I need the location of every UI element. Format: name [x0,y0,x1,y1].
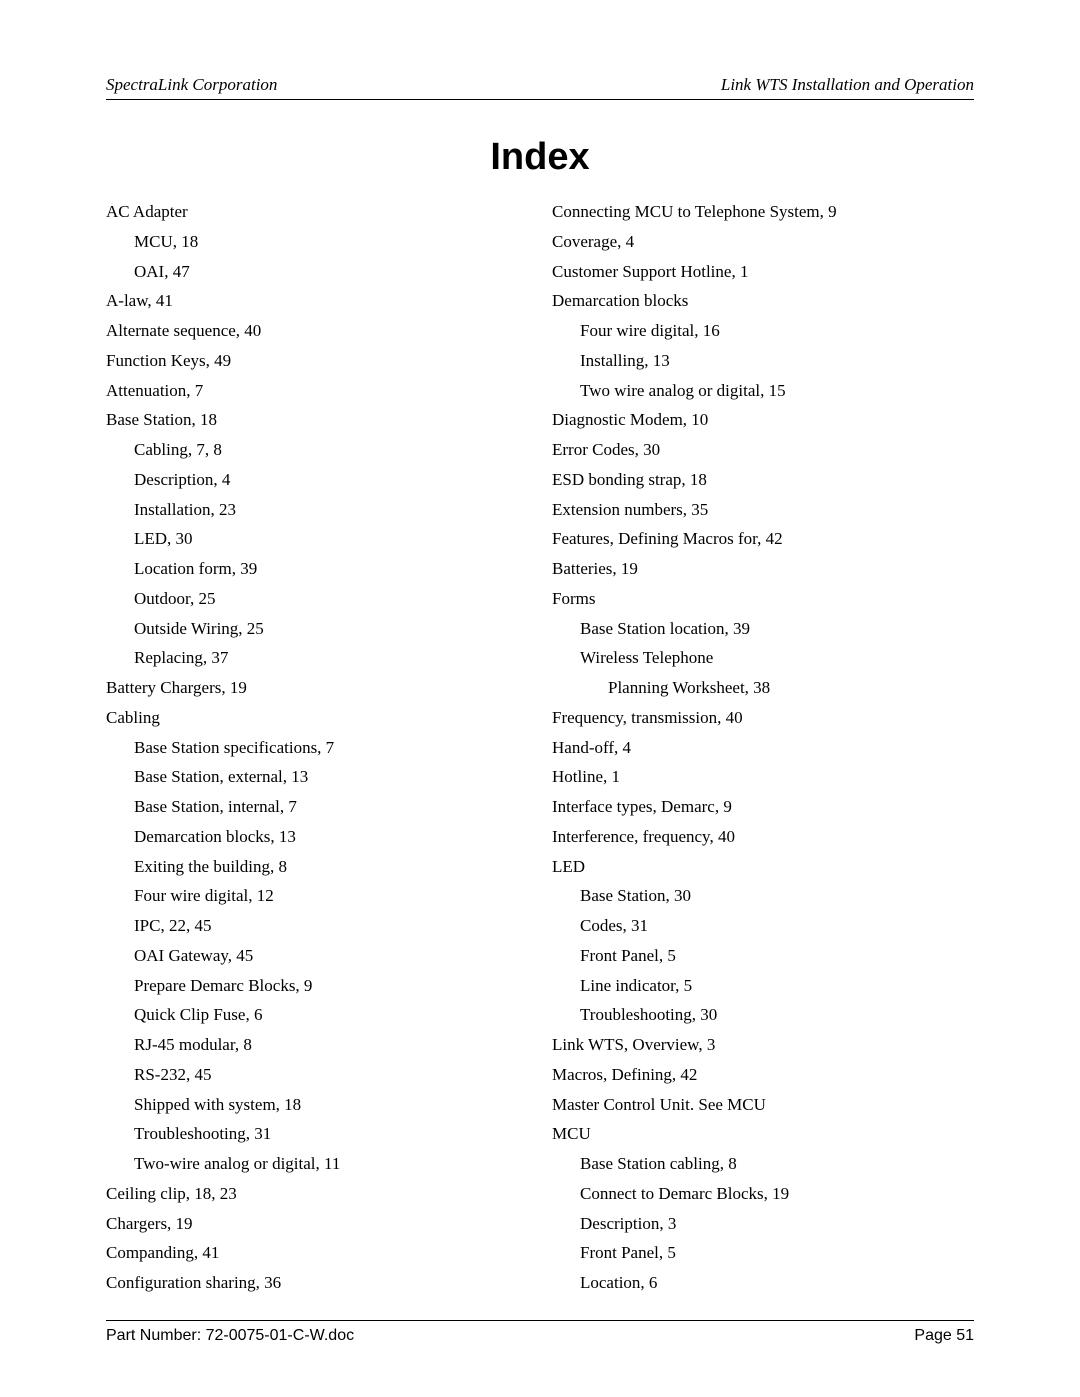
index-entry: Exiting the building, 8 [106,852,540,882]
footer-left: Part Number: 72-0075-01-C-W.doc [106,1327,354,1345]
index-entry: RS-232, 45 [106,1060,540,1090]
index-entry: Coverage, 4 [552,227,974,257]
index-entry: ESD bonding strap, 18 [552,465,974,495]
index-entry: Prepare Demarc Blocks, 9 [106,971,540,1001]
index-entry: Interference, frequency, 40 [552,822,974,852]
index-entry: Battery Chargers, 19 [106,673,540,703]
index-entry: Connect to Demarc Blocks, 19 [552,1179,974,1209]
index-entry: Two wire analog or digital, 15 [552,376,974,406]
footer-right: Page 51 [914,1327,974,1345]
index-entry: Codes, 31 [552,911,974,941]
index-entry: Wireless Telephone [552,643,974,673]
index-entry: Master Control Unit. See MCU [552,1090,974,1120]
index-entry: Base Station specifications, 7 [106,733,540,763]
index-entry: Connecting MCU to Telephone System, 9 [552,197,974,227]
index-entry: Troubleshooting, 30 [552,1000,974,1030]
index-entry: Cabling, 7, 8 [106,435,540,465]
index-entry: Outdoor, 25 [106,584,540,614]
index-entry: Description, 3 [552,1209,974,1239]
index-entry: Quick Clip Fuse, 6 [106,1000,540,1030]
index-entry: LED, 30 [106,524,540,554]
index-entry: Replacing, 37 [106,643,540,673]
index-entry: OAI, 47 [106,257,540,287]
index-entry: Location, 6 [552,1268,974,1298]
index-entry: Interface types, Demarc, 9 [552,792,974,822]
index-entry: Four wire digital, 16 [552,316,974,346]
page-footer: Part Number: 72-0075-01-C-W.doc Page 51 [106,1320,974,1345]
index-entry: Shipped with system, 18 [106,1090,540,1120]
index-entry: Location form, 39 [106,554,540,584]
index-entry: Companding, 41 [106,1238,540,1268]
index-entry: Front Panel, 5 [552,941,974,971]
index-column-2: Connecting MCU to Telephone System, 9Cov… [540,197,974,1298]
index-entry: MCU [552,1119,974,1149]
index-entry: Two-wire analog or digital, 11 [106,1149,540,1179]
index-entry: Features, Defining Macros for, 42 [552,524,974,554]
header-right: Link WTS Installation and Operation [721,75,974,95]
index-entry: Base Station, 18 [106,405,540,435]
index-column-1: AC AdapterMCU, 18OAI, 47A-law, 41Alterna… [106,197,540,1298]
index-entry: Macros, Defining, 42 [552,1060,974,1090]
index-entry: Troubleshooting, 31 [106,1119,540,1149]
index-entry: Installation, 23 [106,495,540,525]
index-entry: Extension numbers, 35 [552,495,974,525]
index-entry: Alternate sequence, 40 [106,316,540,346]
index-entry: MCU, 18 [106,227,540,257]
index-entry: Installing, 13 [552,346,974,376]
header-left: SpectraLink Corporation [106,75,277,95]
index-entry: Configuration sharing, 36 [106,1268,540,1298]
index-entry: Cabling [106,703,540,733]
index-entry: Customer Support Hotline, 1 [552,257,974,287]
index-entry: Planning Worksheet, 38 [552,673,974,703]
index-entry: Function Keys, 49 [106,346,540,376]
page-header: SpectraLink Corporation Link WTS Install… [106,75,974,100]
index-entry: Base Station location, 39 [552,614,974,644]
index-entry: LED [552,852,974,882]
index-entry: Batteries, 19 [552,554,974,584]
index-entry: Line indicator, 5 [552,971,974,1001]
index-entry: Link WTS, Overview, 3 [552,1030,974,1060]
index-entry: Ceiling clip, 18, 23 [106,1179,540,1209]
index-entry: Front Panel, 5 [552,1238,974,1268]
index-entry: Base Station, external, 13 [106,762,540,792]
index-entry: Forms [552,584,974,614]
index-entry: Hand-off, 4 [552,733,974,763]
index-entry: Outside Wiring, 25 [106,614,540,644]
index-entry: Base Station cabling, 8 [552,1149,974,1179]
index-entry: Chargers, 19 [106,1209,540,1239]
index-entry: AC Adapter [106,197,540,227]
index-entry: Frequency, transmission, 40 [552,703,974,733]
index-entry: RJ-45 modular, 8 [106,1030,540,1060]
index-entry: Demarcation blocks [552,286,974,316]
index-columns: AC AdapterMCU, 18OAI, 47A-law, 41Alterna… [106,197,974,1298]
page-title: Index [106,136,974,179]
index-entry: A-law, 41 [106,286,540,316]
index-entry: Demarcation blocks, 13 [106,822,540,852]
index-entry: Base Station, internal, 7 [106,792,540,822]
index-entry: IPC, 22, 45 [106,911,540,941]
index-entry: Four wire digital, 12 [106,881,540,911]
index-entry: Base Station, 30 [552,881,974,911]
index-entry: Error Codes, 30 [552,435,974,465]
index-entry: Attenuation, 7 [106,376,540,406]
index-entry: Diagnostic Modem, 10 [552,405,974,435]
index-entry: Description, 4 [106,465,540,495]
index-entry: Hotline, 1 [552,762,974,792]
index-entry: OAI Gateway, 45 [106,941,540,971]
